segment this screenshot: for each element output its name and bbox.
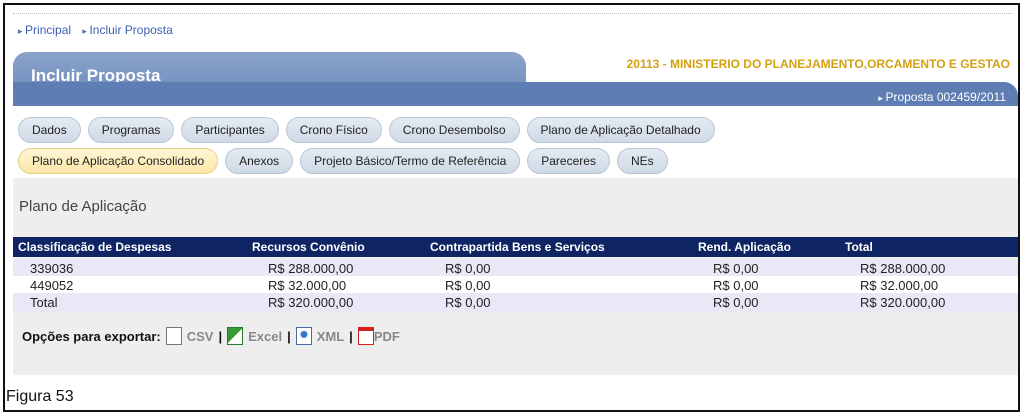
csv-file-icon[interactable] [165, 327, 182, 345]
tab-participantes[interactable]: Participantes [181, 117, 279, 143]
separator: | [218, 328, 223, 344]
col-contrapartida: Contrapartida Bens e Serviços [430, 240, 605, 254]
tab-crono-fisico[interactable]: Crono Físico [285, 117, 382, 143]
tab-pareceres[interactable]: Pareceres [527, 148, 610, 174]
page-title: Incluir Proposta [31, 66, 161, 85]
cell: Total [30, 295, 58, 310]
cell: R$ 0,00 [713, 295, 759, 310]
col-classificacao: Classificação de Despesas [18, 240, 172, 254]
cell: 449052 [30, 278, 74, 293]
header-band [13, 82, 1018, 106]
separator: | [287, 328, 291, 344]
cell: R$ 0,00 [445, 295, 491, 310]
table-row: 339036 R$ 288.000,00 R$ 0,00 R$ 0,00 R$ … [13, 259, 1018, 276]
breadcrumb: Principal Incluir Proposta [18, 23, 181, 37]
tab-projeto-basico[interactable]: Projeto Básico/Termo de Referência [300, 148, 521, 174]
organization-label: 20113 - MINISTERIO DO PLANEJAMENTO,ORCAM… [626, 57, 1010, 71]
col-total: Total [845, 240, 873, 254]
pdf-file-icon[interactable] [357, 327, 374, 345]
cell: R$ 320.000,00 [860, 295, 946, 310]
col-recursos: Recursos Convênio [252, 240, 365, 254]
cell: R$ 32.000,00 [860, 278, 939, 293]
tab-plano-detalhado[interactable]: Plano de Aplicação Detalhado [526, 117, 715, 143]
section-title: Plano de Aplicação [19, 198, 147, 215]
tab-nes[interactable]: NEs [616, 148, 668, 174]
cell: R$ 288.000,00 [860, 261, 946, 276]
table-row: Total R$ 320.000,00 R$ 0,00 R$ 0,00 R$ 3… [13, 293, 1018, 312]
proposal-number[interactable]: Proposta 002459/2011 [878, 90, 1006, 104]
figure-caption: Figura 53 [6, 388, 74, 405]
export-excel-link[interactable]: Excel [248, 328, 283, 344]
cell: R$ 0,00 [713, 261, 759, 276]
cell: R$ 0,00 [713, 278, 759, 293]
tab-programas[interactable]: Programas [87, 117, 175, 143]
figure-frame [3, 3, 1020, 412]
tabs-row-2: Plano de Aplicação Consolidado Anexos Pr… [18, 148, 918, 174]
xml-file-icon[interactable] [295, 327, 312, 345]
col-rend: Rend. Aplicação [698, 240, 791, 254]
export-xml-link[interactable]: XML [316, 328, 345, 344]
tab-anexos[interactable]: Anexos [225, 148, 294, 174]
tab-crono-desembolso[interactable]: Crono Desembolso [388, 117, 520, 143]
cell: R$ 288.000,00 [268, 261, 354, 276]
table-row: 449052 R$ 32.000,00 R$ 0,00 R$ 0,00 R$ 3… [13, 276, 1018, 293]
tab-plano-consolidado[interactable]: Plano de Aplicação Consolidado [18, 148, 219, 174]
cell: R$ 0,00 [445, 261, 491, 276]
cell: 339036 [30, 261, 74, 276]
export-csv-link[interactable]: CSV [186, 328, 214, 344]
divider [13, 13, 1013, 14]
export-options: Opções para exportar: CSV | Excel | XML … [22, 327, 400, 345]
tabs-row-1: Dados Programas Participantes Crono Físi… [18, 117, 918, 143]
export-label: Opções para exportar: [22, 328, 161, 344]
export-pdf-link[interactable]: PDF [373, 328, 400, 344]
cell: R$ 0,00 [445, 278, 491, 293]
tab-dados[interactable]: Dados [18, 117, 81, 143]
table-header: Classificação de Despesas Recursos Convê… [13, 237, 1018, 257]
excel-file-icon[interactable] [227, 327, 244, 345]
breadcrumb-incluir-proposta[interactable]: Incluir Proposta [82, 23, 172, 37]
separator: | [349, 328, 353, 344]
breadcrumb-principal[interactable]: Principal [18, 23, 71, 37]
cell: R$ 32.000,00 [268, 278, 347, 293]
cell: R$ 320.000,00 [268, 295, 354, 310]
